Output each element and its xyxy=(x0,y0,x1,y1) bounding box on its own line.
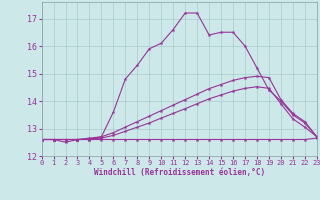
X-axis label: Windchill (Refroidissement éolien,°C): Windchill (Refroidissement éolien,°C) xyxy=(94,168,265,177)
